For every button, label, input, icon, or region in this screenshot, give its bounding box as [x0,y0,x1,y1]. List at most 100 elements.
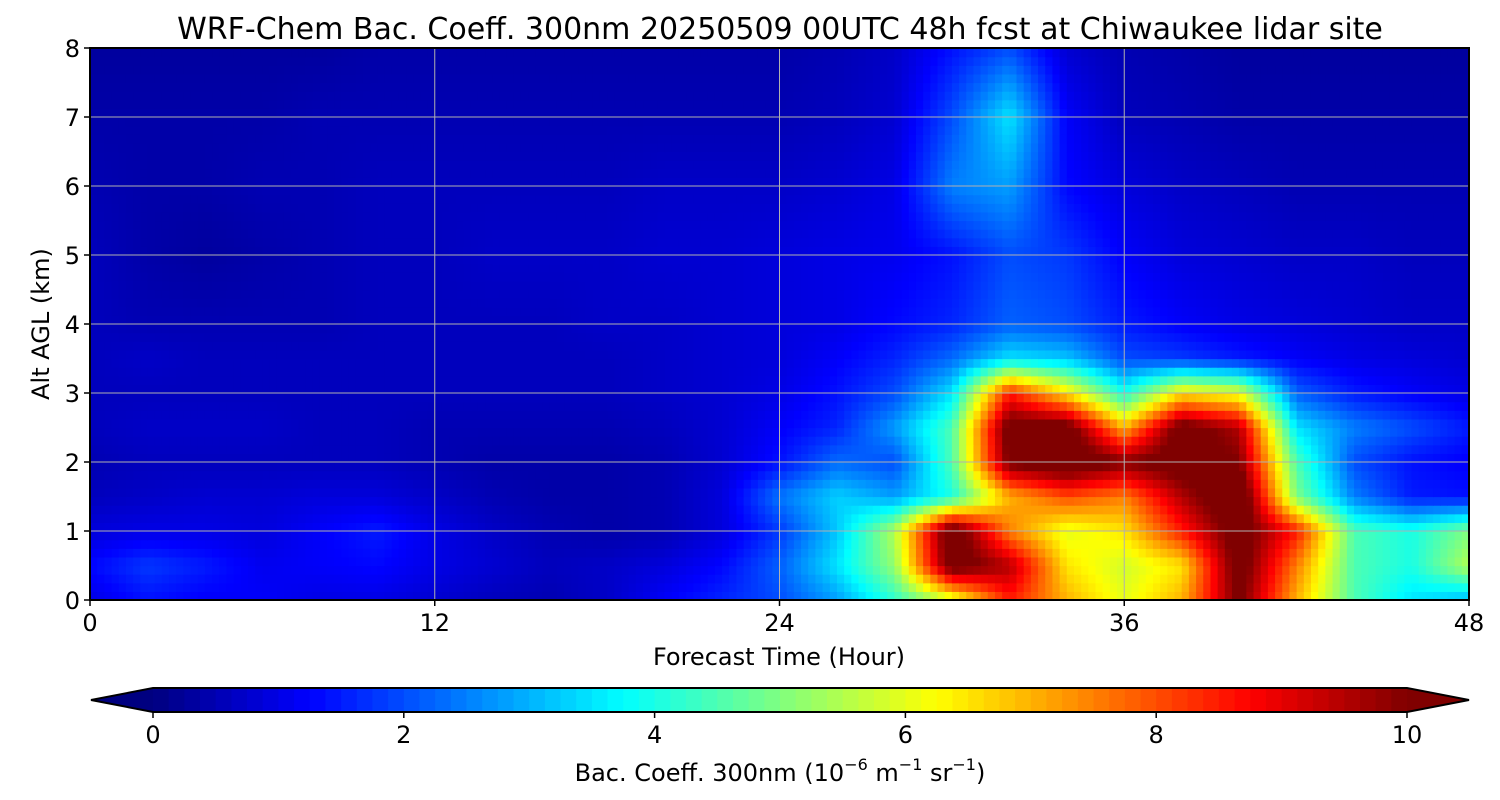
heatmap-cell [1346,487,1355,498]
heatmap-cell [951,548,960,558]
heatmap-cell [348,505,357,515]
heatmap-cell [362,487,371,498]
heatmap-cell [908,427,917,437]
heatmap-cell [793,418,802,429]
heatmap-cell [1188,496,1197,506]
heatmap-cell [97,401,105,411]
heatmap-cell [1217,591,1226,601]
heatmap-cell [1145,496,1154,506]
heatmap-cell [1038,401,1046,411]
heatmap-cell [1354,513,1362,523]
heatmap-cell [240,513,249,523]
heatmap-cell [1059,444,1068,454]
heatmap-cell [362,522,371,532]
heatmap-cell [714,401,723,411]
heatmap-cell [226,565,235,575]
heatmap-cell [240,444,249,454]
heatmap-cell [1447,539,1456,549]
heatmap-cell [556,574,565,584]
heatmap-cell [233,556,242,567]
heatmap-cell [1375,505,1384,515]
heatmap-cell [1440,444,1449,454]
heatmap-cell [420,401,429,411]
heatmap-cell [1088,436,1097,446]
heatmap-cell [779,565,788,575]
heatmap-cell [434,462,443,472]
heatmap-cell [549,401,558,411]
heatmap-cell [125,444,134,454]
heatmap-cell [154,470,163,480]
heatmap-cell [520,436,529,446]
heatmap-cell [1160,505,1168,515]
heatmap-cell [908,582,917,592]
heatmap-cell [427,436,436,446]
heatmap-cell [262,375,271,385]
heatmap-cell [1447,462,1456,472]
heatmap-cell [1447,513,1456,523]
heatmap-cell [1231,444,1240,454]
heatmap-cell [370,375,378,385]
heatmap-cell [1073,436,1082,446]
heatmap-cell [240,548,249,558]
heatmap-cell [801,522,809,532]
heatmap-cell [549,410,558,420]
heatmap-cell [1296,479,1305,489]
heatmap-cell [1045,574,1054,584]
heatmap-cell [808,531,817,541]
heatmap-cell [822,444,831,454]
heatmap-cell [370,401,378,411]
heatmap-cell [370,539,378,549]
heatmap-cell [1167,487,1176,498]
heatmap-cell [1030,582,1039,592]
heatmap-cell [621,462,630,472]
heatmap-cell [549,548,558,558]
heatmap-cell [973,487,982,498]
heatmap-cell [1332,401,1341,411]
heatmap-cell [1131,531,1140,541]
heatmap-cell [1411,427,1420,437]
heatmap-cell [765,531,773,541]
heatmap-cell [1310,522,1319,532]
heatmap-cell [1231,410,1240,420]
heatmap-cell [176,418,184,429]
heatmap-cell [362,444,371,454]
heatmap-cell [463,418,472,429]
heatmap-cell [887,444,896,454]
heatmap-cell [269,548,278,558]
heatmap-cell [951,522,960,532]
heatmap-cell [1303,453,1312,463]
heatmap-cell [865,479,874,489]
heatmap-cell [1167,462,1176,472]
heatmap-cell [1167,582,1176,592]
heatmap-cell [1188,453,1197,463]
heatmap-cell [1181,522,1190,532]
heatmap-cell [492,487,500,498]
heatmap-cell [1131,591,1140,601]
heatmap-cell [269,453,278,463]
heatmap-cell [1275,582,1283,592]
heatmap-cell [844,384,852,394]
heatmap-cell [398,513,407,523]
heatmap-cell [829,522,838,532]
heatmap-cell [1131,522,1140,532]
heatmap-cell [1447,487,1456,498]
heatmap-cell [1160,496,1168,506]
heatmap-cell [355,582,364,592]
heatmap-cell [269,470,278,480]
heatmap-cell [1066,427,1075,437]
heatmap-cell [291,505,299,515]
heatmap-cell [1440,375,1449,385]
heatmap-cell [650,375,658,385]
heatmap-cell [169,556,177,567]
heatmap-cell [621,574,630,584]
heatmap-cell [578,565,587,575]
heatmap-cell [269,436,278,446]
heatmap-cell [880,556,888,567]
heatmap-cell [700,453,709,463]
heatmap-cell [312,444,321,454]
heatmap-cell [463,522,472,532]
heatmap-cell [1239,418,1247,429]
heatmap-cell [650,436,658,446]
heatmap-cell [801,384,809,394]
heatmap-cell [693,444,702,454]
